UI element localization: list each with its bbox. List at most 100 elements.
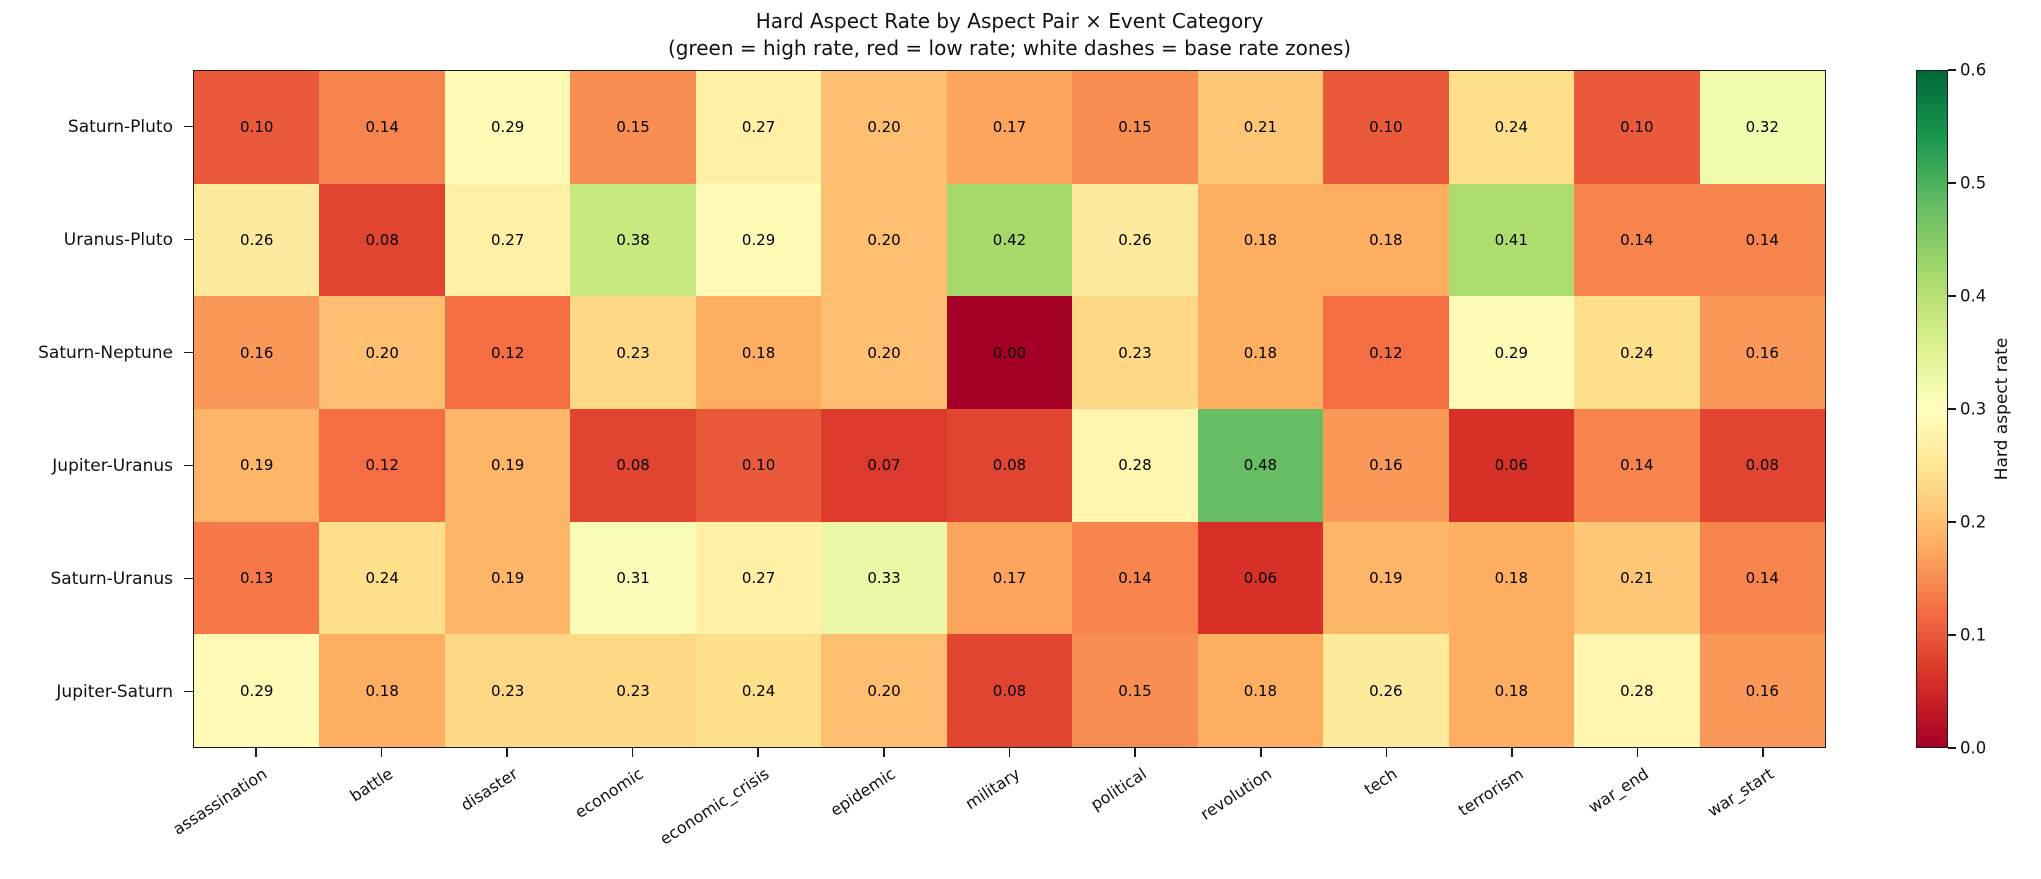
heatmap-cell: 0.19 (444, 521, 571, 635)
y-axis-tick (184, 125, 193, 128)
y-axis-labels: Saturn-Pluto Uranus-Pluto Saturn-Neptune Ju… (0, 70, 183, 748)
chart-subtitle: (green = high rate, red = low rate; whit… (667, 36, 1352, 60)
x-axis-tick (757, 748, 760, 757)
x-axis-tick (1636, 748, 1639, 757)
colorbar-tick (1948, 408, 1956, 410)
colorbar-tick (1948, 747, 1956, 749)
x-axis-label: disaster (457, 764, 522, 815)
x-axis-label: war_end (1584, 764, 1652, 817)
y-axis-label: Saturn-Uranus (50, 568, 173, 589)
heatmap-cell: 0.20 (821, 71, 947, 184)
heatmap-cell: 0.26 (1072, 183, 1198, 297)
colorbar-tick-label: 0.5 (1960, 173, 1987, 193)
heatmap-cell: 0.20 (821, 634, 947, 747)
colorbar-tick (1948, 634, 1956, 636)
x-axis-tick (1259, 748, 1262, 757)
heatmap-cell: 0.12 (1323, 296, 1449, 409)
colorbar-tick (1948, 182, 1956, 184)
heatmap-cell: 0.14 (319, 71, 445, 184)
heatmap-cell: 0.15 (1072, 634, 1198, 747)
colorbar-tick-label: 0.3 (1960, 399, 1987, 419)
x-axis-tick (883, 748, 885, 757)
heatmap-cell: 0.27 (695, 71, 822, 184)
heatmap-cell: 0.12 (444, 296, 571, 409)
heatmap-cell: 0.29 (1448, 296, 1575, 409)
y-axis-label: Jupiter-Saturn (56, 681, 173, 702)
heatmap-cell: 0.24 (319, 521, 445, 635)
heatmap-cell: 0.18 (1197, 183, 1324, 297)
heatmap-cell: 0.15 (1072, 71, 1198, 184)
x-axis-tick (1762, 748, 1764, 757)
heatmap-cell: 0.21 (1574, 521, 1700, 635)
y-axis-tick (184, 464, 193, 467)
heatmap-plot-area: 0.10 0.14 0.29 0.15 0.27 0.20 0.17 0.15 0.21 0.10… (193, 70, 1826, 748)
heatmap-cell: 0.18 (1448, 634, 1575, 747)
colorbar-axis-label: Hard aspect rate (1992, 337, 2012, 481)
x-axis-tick (1511, 748, 1513, 757)
heatmap-cell: 0.29 (194, 634, 320, 747)
heatmap-cell: 0.17 (946, 71, 1073, 184)
chart-title: Hard Aspect Rate by Aspect Pair × Event … (755, 9, 1264, 33)
heatmap-cell: 0.06 (1197, 521, 1324, 635)
heatmap-cell: 0.18 (319, 634, 445, 747)
heatmap-cell: 0.26 (1323, 634, 1449, 747)
heatmap-cell: 0.20 (821, 296, 947, 409)
y-axis-label: Jupiter-Uranus (52, 455, 173, 476)
heatmap-cell: 0.41 (1448, 183, 1575, 297)
heatmap-cell: 0.13 (194, 521, 320, 635)
heatmap-cell: 0.06 (1448, 408, 1575, 522)
heatmap-cell: 0.29 (444, 71, 571, 184)
x-axis-label: economic_crisis (656, 764, 773, 849)
colorbar-tick (1948, 521, 1956, 523)
y-axis-tick (184, 577, 193, 580)
x-axis-tick (506, 748, 508, 757)
heatmap-cell: 0.18 (695, 296, 822, 409)
heatmap-cell: 0.16 (1699, 634, 1825, 747)
heatmap-cell: 0.24 (1574, 296, 1700, 409)
heatmap-cell: 0.08 (1699, 408, 1825, 522)
heatmap-cell: 0.32 (1699, 71, 1825, 184)
colorbar-tick-label: 0.0 (1960, 738, 1987, 758)
x-axis-label: terrorism (1454, 764, 1527, 820)
heatmap-cell: 0.24 (695, 634, 822, 747)
heatmap-cell: 0.42 (946, 183, 1073, 297)
heatmap-cell: 0.27 (444, 183, 571, 297)
colorbar-tick (1948, 69, 1956, 71)
heatmap-cell: 0.23 (1072, 296, 1198, 409)
chart-title-block: Hard Aspect Rate by Aspect Pair × Event … (193, 8, 1826, 62)
heatmap-cell: 0.17 (946, 521, 1073, 635)
y-axis-tick (184, 690, 193, 693)
heatmap-cell: 0.10 (194, 71, 320, 184)
heatmap-cell: 0.19 (444, 408, 571, 522)
x-axis-tick (1008, 748, 1011, 757)
x-axis-label: economic (571, 764, 648, 822)
colorbar (1916, 70, 1948, 748)
x-axis-tick (1385, 748, 1388, 757)
heatmap-cell: 0.31 (570, 521, 696, 635)
heatmap-cell: 0.20 (821, 183, 947, 297)
heatmap-cell: 0.08 (946, 634, 1073, 747)
heatmap-cell: 0.48 (1197, 408, 1324, 522)
heatmap-cell: 0.16 (194, 296, 320, 409)
colorbar-tick-label: 0.4 (1960, 286, 1987, 306)
heatmap-cell: 0.19 (1323, 521, 1449, 635)
heatmap-cell: 0.16 (1323, 408, 1449, 522)
y-axis-label: Uranus-Pluto (63, 229, 173, 250)
heatmap-cell: 0.28 (1072, 408, 1198, 522)
heatmap-cell: 0.08 (946, 408, 1073, 522)
heatmap-cell: 0.16 (1699, 296, 1825, 409)
heatmap-cell: 0.08 (570, 408, 696, 522)
heatmap-cell: 0.14 (1072, 521, 1198, 635)
heatmap-cell: 0.23 (444, 634, 571, 747)
heatmap-cell: 0.08 (319, 183, 445, 297)
heatmap-cell: 0.19 (194, 408, 320, 522)
heatmap-cell: 0.28 (1574, 634, 1700, 747)
x-axis-label: tech (1360, 764, 1401, 800)
y-axis-label: Saturn-Pluto (67, 116, 173, 137)
heatmap-cell: 0.38 (570, 183, 696, 297)
heatmap-cell: 0.07 (821, 408, 947, 522)
heatmap-cell: 0.10 (1323, 71, 1449, 184)
colorbar-tick-label: 0.2 (1960, 512, 1987, 532)
colorbar-tick (1948, 295, 1956, 297)
x-axis-tick (631, 748, 634, 757)
